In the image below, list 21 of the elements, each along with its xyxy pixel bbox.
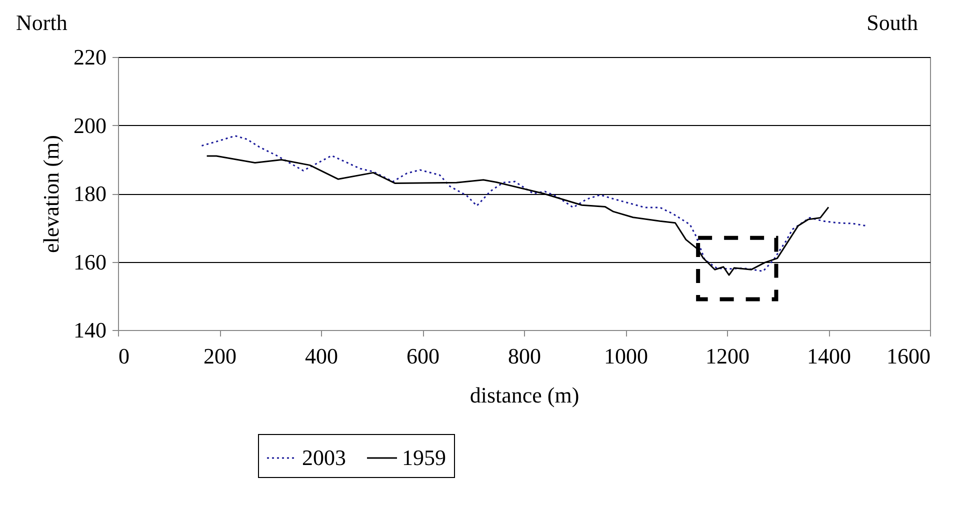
y-tick-label: 220: [74, 44, 106, 70]
x-axis-title: distance (m): [470, 382, 580, 408]
y-tick-label: 160: [74, 249, 106, 274]
x-tick-label: 1400: [807, 344, 851, 368]
line-series: [200, 135, 868, 272]
y-tick-label: 180: [74, 181, 106, 206]
y-axis-title: elevation (m): [38, 135, 64, 253]
text: North: [16, 10, 68, 35]
x-tick-label: 0: [118, 344, 130, 368]
x-tick-label: 1200: [706, 344, 750, 368]
text: South: [866, 10, 918, 35]
x-tick-label: 600: [406, 344, 440, 368]
x-tick-label: 800: [508, 344, 541, 368]
y-tick-label: 200: [74, 112, 106, 138]
legend-label: 1959: [402, 445, 446, 470]
legend-label: 2003: [302, 445, 346, 470]
y-tick-label: 140: [74, 318, 106, 342]
x-tick-label: 400: [305, 344, 338, 368]
x-tick-label: 1000: [604, 344, 648, 368]
x-tick-label: 200: [204, 344, 236, 368]
x-tick-label: 1600: [886, 344, 930, 368]
